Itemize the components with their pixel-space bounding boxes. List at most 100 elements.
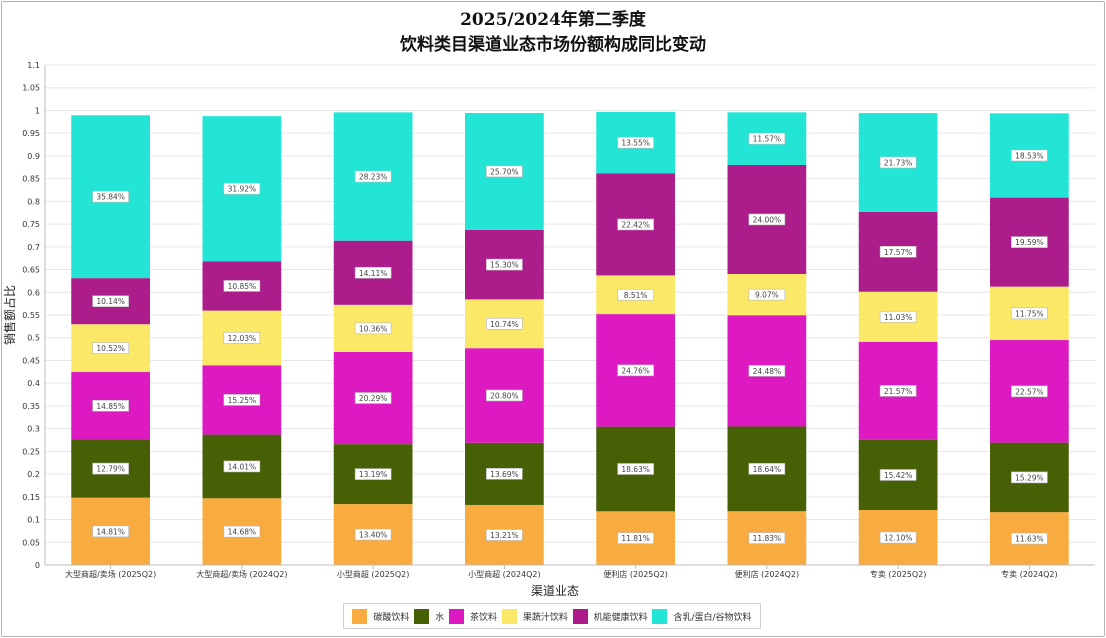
- y-tick-label: 0.05: [22, 538, 40, 547]
- data-label-box: [486, 317, 523, 330]
- x-tick-label: 专卖 (2024Q2): [1001, 569, 1058, 579]
- data-label: 25.70%: [490, 167, 519, 176]
- y-tick-label: 0.85: [22, 175, 40, 184]
- data-label-box: [617, 218, 654, 231]
- data-label: 24.76%: [621, 366, 650, 375]
- data-label: 20.80%: [490, 391, 519, 400]
- legend-item[interactable]: 含乳/蛋白/谷物饮料: [652, 608, 752, 624]
- data-label-box: [486, 468, 523, 480]
- data-label-box: [1011, 307, 1048, 320]
- data-label-box: [879, 469, 917, 481]
- data-label-box: [1011, 236, 1048, 248]
- data-label-box: [748, 463, 786, 475]
- data-label-box: [92, 295, 129, 307]
- y-tick-label: 0.75: [22, 220, 40, 229]
- data-label: 11.83%: [753, 534, 782, 543]
- data-label: 14.01%: [228, 462, 257, 471]
- x-tick-label: 小型商超 (2024Q2): [468, 569, 541, 579]
- y-tick-label: 0.5: [27, 334, 40, 343]
- data-label: 12.03%: [228, 334, 257, 343]
- data-label-box: [617, 364, 654, 377]
- data-label: 14.68%: [228, 528, 257, 537]
- y-tick-label: 0: [35, 561, 40, 570]
- legend-item[interactable]: 水: [414, 608, 445, 624]
- data-label: 10.74%: [490, 320, 519, 329]
- legend-item[interactable]: 茶饮料: [449, 608, 498, 624]
- data-label-box: [617, 463, 654, 475]
- data-label: 18.53%: [1015, 151, 1044, 160]
- data-label-box: [223, 280, 261, 292]
- data-label: 20.29%: [359, 394, 388, 403]
- data-label-box: [354, 468, 392, 480]
- y-tick-label: 0.25: [22, 447, 40, 456]
- legend-swatch: [449, 608, 465, 624]
- chart-subtitle: 饮料类目渠道业态市场份额构成同比变动: [400, 35, 706, 55]
- y-tick-label: 0.65: [22, 266, 40, 275]
- y-tick-label: 0.15: [22, 493, 40, 502]
- data-label: 15.29%: [1015, 473, 1044, 482]
- data-label-box: [879, 245, 917, 258]
- data-label-box: [617, 136, 654, 149]
- data-label: 24.00%: [753, 215, 782, 224]
- data-label-box: [748, 365, 786, 377]
- y-tick-label: 0.2: [27, 470, 40, 479]
- legend-item[interactable]: 碳酸饮料: [352, 608, 409, 624]
- data-label-box: [486, 258, 523, 271]
- y-tick-label: 0.9: [27, 152, 40, 161]
- y-tick-label: 0.6: [27, 288, 40, 297]
- data-label-box: [354, 528, 392, 541]
- data-label-box: [748, 132, 786, 145]
- y-tick-label: 0.7: [27, 243, 40, 252]
- data-label: 12.79%: [96, 465, 125, 474]
- data-label: 8.51%: [624, 291, 648, 300]
- data-label: 14.11%: [359, 269, 388, 278]
- data-label: 10.36%: [359, 324, 388, 333]
- data-label-box: [92, 190, 129, 203]
- data-label-box: [486, 529, 523, 541]
- legend-label: 水: [435, 612, 445, 623]
- data-label-box: [223, 525, 261, 538]
- data-label: 18.64%: [753, 465, 782, 474]
- y-tick-label: 0.45: [22, 356, 40, 365]
- y-tick-label: 1.05: [22, 84, 40, 93]
- legend-label: 茶饮料: [470, 612, 498, 623]
- data-label-box: [1011, 471, 1048, 484]
- data-label: 15.30%: [490, 261, 519, 270]
- data-label: 13.21%: [490, 531, 519, 540]
- data-label: 14.81%: [96, 527, 125, 536]
- chart-legend: 碳酸饮料 水 茶饮料 果蔬汁饮料 机能健康饮料 含乳/蛋白/谷物饮料: [343, 603, 761, 629]
- data-label: 31.92%: [228, 185, 257, 194]
- data-label: 35.84%: [96, 193, 125, 202]
- data-label-box: [1011, 149, 1048, 162]
- legend-item[interactable]: 机能健康饮料: [572, 608, 648, 624]
- data-label-box: [223, 182, 261, 195]
- data-label: 17.57%: [884, 248, 913, 257]
- x-tick-label: 小型商超 (2025Q2): [337, 569, 410, 579]
- data-label-box: [879, 156, 917, 169]
- data-label: 21.57%: [884, 387, 913, 396]
- data-label: 24.48%: [753, 367, 782, 376]
- legend-item[interactable]: 果蔬汁饮料: [501, 608, 568, 624]
- legend-swatch: [572, 608, 588, 624]
- x-tick-label: 专卖 (2025Q2): [870, 569, 927, 579]
- data-label: 11.75%: [1015, 309, 1044, 318]
- data-label-box: [92, 342, 129, 354]
- y-tick-label: 0.95: [22, 129, 40, 138]
- y-tick-label: 0.4: [27, 379, 40, 388]
- x-tick-label: 便利店 (2025Q2): [603, 569, 668, 579]
- data-label-box: [92, 525, 129, 538]
- data-label-box: [92, 399, 129, 412]
- data-label: 13.55%: [621, 139, 650, 148]
- data-label-box: [223, 394, 261, 406]
- data-label: 11.57%: [753, 135, 782, 144]
- data-label: 15.42%: [884, 471, 913, 480]
- data-label-box: [748, 213, 786, 226]
- data-label: 11.03%: [884, 313, 913, 322]
- data-label-box: [879, 531, 917, 544]
- data-label: 11.63%: [1015, 535, 1044, 544]
- data-label: 22.57%: [1015, 387, 1044, 396]
- data-label-box: [748, 532, 786, 544]
- data-label: 15.25%: [228, 396, 257, 405]
- data-label-box: [748, 288, 786, 301]
- y-tick-label: 0.8: [27, 197, 40, 206]
